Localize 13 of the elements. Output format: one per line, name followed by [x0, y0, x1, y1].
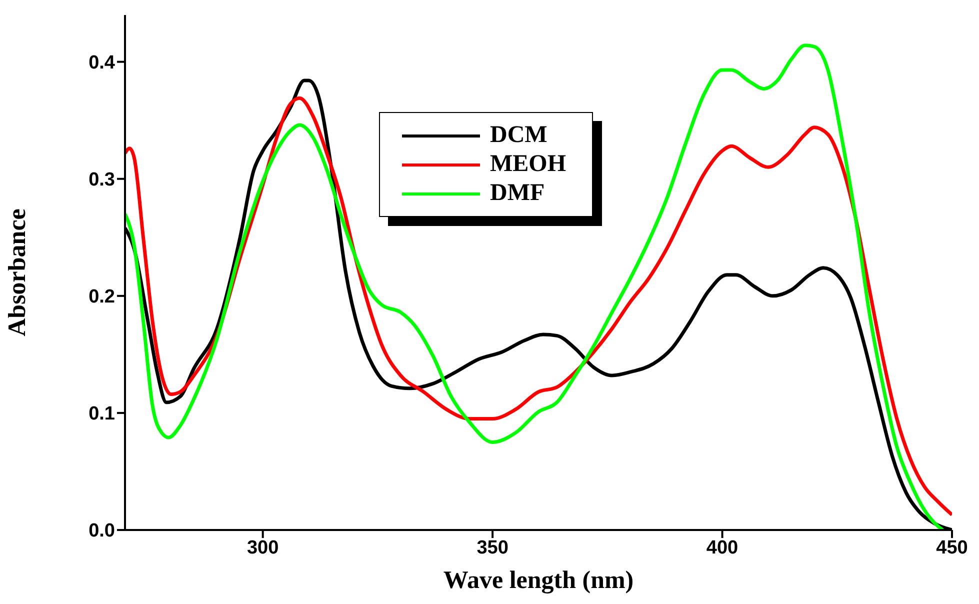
x-tick-label: 300 — [246, 537, 279, 558]
y-tick-label: 0.1 — [88, 404, 116, 425]
x-tick-label: 350 — [476, 537, 508, 558]
x-tick-label: 450 — [936, 537, 968, 558]
legend-label: DCM — [490, 122, 548, 149]
y-tick-label: 0.3 — [88, 170, 115, 191]
y-tick-label: 0.0 — [88, 520, 115, 542]
legend-label: MEOH — [490, 151, 566, 178]
y-tick-label: 0.4 — [88, 52, 116, 74]
legend-label: DMF — [490, 180, 545, 207]
x-axis-title: Wave length (nm) — [443, 567, 634, 594]
y-tick-label: 0.2 — [88, 286, 115, 308]
x-tick-label: 400 — [706, 537, 738, 558]
